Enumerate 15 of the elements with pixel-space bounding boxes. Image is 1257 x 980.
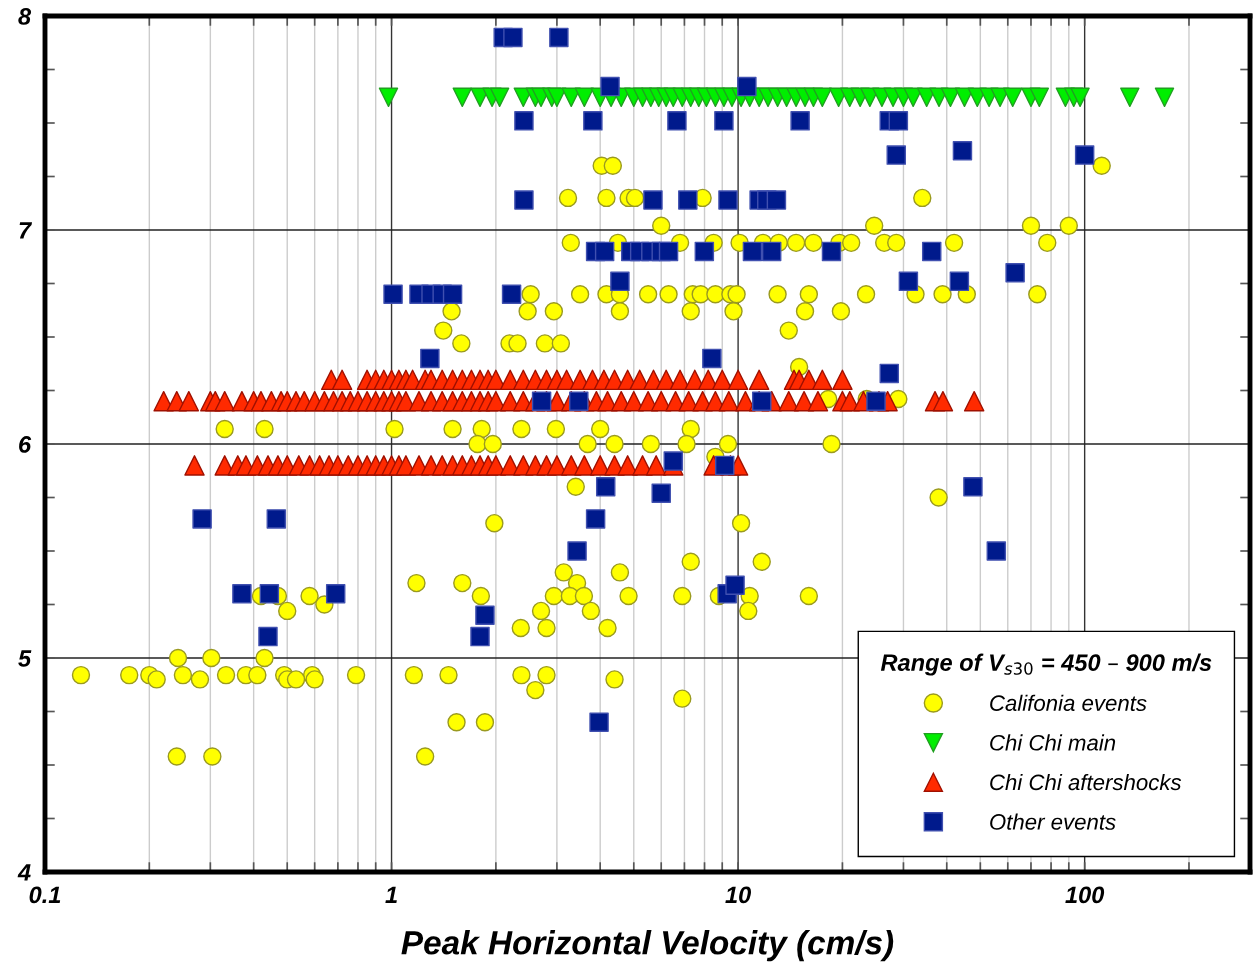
legend-label: Other events [990,813,1116,830]
x-tick-label: 1 [385,886,397,903]
y-tick-label: 8 [18,8,32,25]
x-axis-title: Peak Horizontal Velocity (cm/s) [401,930,894,962]
x-tick-label: 100 [1065,886,1105,904]
y-tick-label: 5 [18,650,32,667]
y-tick-label: 4 [17,864,31,881]
y-tick-label: 7 [19,222,33,239]
legend-label: Chi Chi main [990,734,1116,751]
y-tick-label: 6 [19,436,32,453]
legend-title: Range of V$_{s30}$ = 450 – 900 m/s [880,653,1212,676]
legend-label: Califonia events [990,694,1147,712]
legend-label: Chi Chi aftershocks [990,773,1182,791]
x-tick-label: 0.1 [29,886,61,904]
x-tick-label: 10 [725,886,751,904]
